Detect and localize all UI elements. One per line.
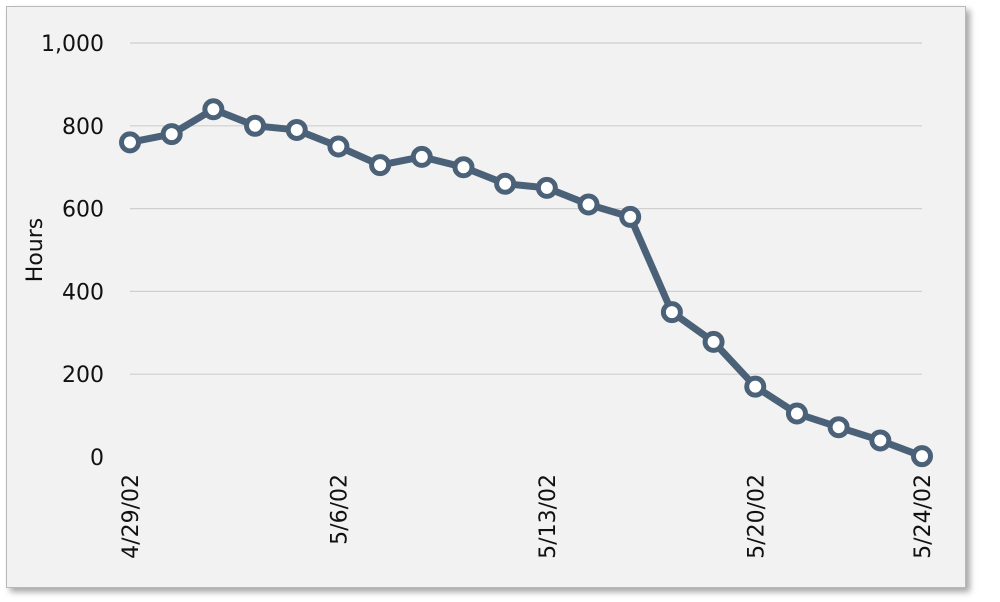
y-tick-label: 400 (62, 280, 104, 305)
y-tick-label: 1,000 (41, 32, 104, 57)
x-tick-label: 5/24/02 (911, 474, 936, 559)
data-point (160, 123, 183, 146)
data-point (619, 205, 642, 228)
data-point (577, 193, 600, 216)
y-tick-label: 0 (90, 446, 104, 471)
data-point (410, 145, 433, 168)
data-point (202, 98, 225, 121)
data-point (827, 416, 850, 439)
x-tick-labels: 4/29/02 5/6/02 5/13/02 5/20/02 5/24/02 (119, 474, 936, 559)
data-point (911, 445, 933, 468)
data-point (535, 176, 558, 199)
chart-frame (6, 6, 966, 588)
x-tick-label: 5/13/02 (536, 474, 561, 559)
data-point (869, 429, 892, 452)
data-point (119, 131, 141, 154)
data-point (369, 154, 392, 177)
data-point (452, 156, 475, 179)
data-point (244, 114, 267, 137)
x-tick-label: 5/6/02 (327, 474, 352, 545)
y-axis-title: Hours (23, 218, 48, 282)
y-tick-label: 600 (62, 198, 104, 223)
data-markers (119, 98, 933, 468)
data-point (660, 301, 683, 324)
data-point (744, 375, 767, 398)
data-point (494, 172, 517, 195)
data-point (327, 135, 350, 158)
data-point (285, 118, 308, 141)
series-line (126, 105, 926, 460)
x-tick-label: 5/20/02 (744, 474, 769, 559)
x-tick-label: 4/29/02 (119, 474, 144, 559)
y-tick-label: 200 (62, 363, 104, 388)
data-point (702, 330, 725, 353)
y-tick-labels: 0 200 400 600 800 1,000 (41, 32, 104, 471)
y-tick-label: 800 (62, 115, 104, 140)
gridlines (130, 42, 922, 375)
data-point (785, 402, 808, 425)
